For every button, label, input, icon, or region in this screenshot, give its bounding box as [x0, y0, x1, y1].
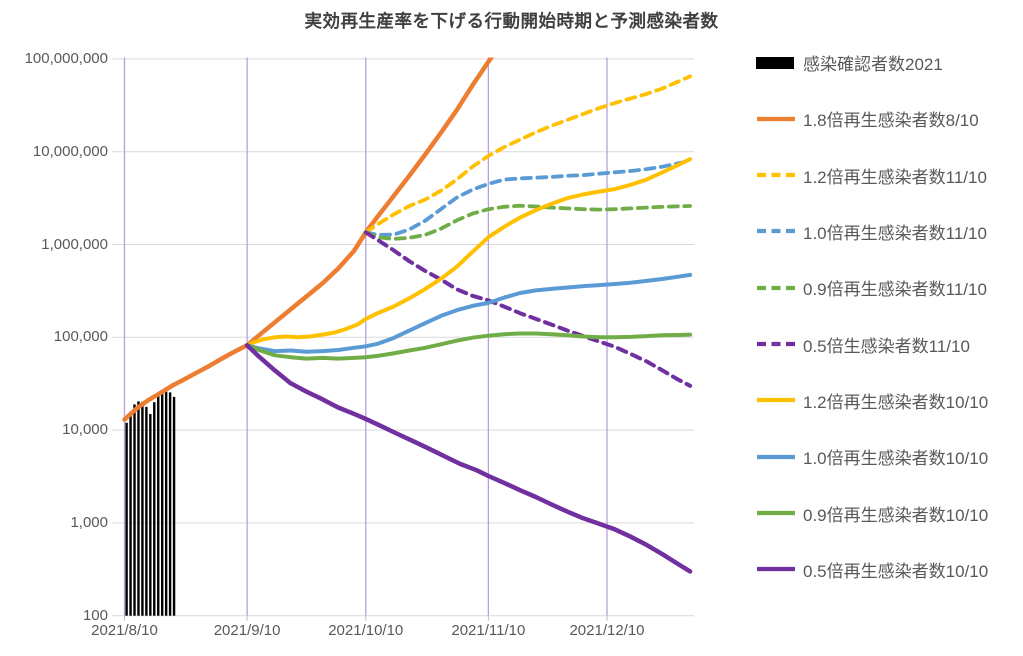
legend-dashed-line-swatch — [757, 342, 795, 347]
series-line-3 — [363, 203, 692, 241]
legend-label: 1.0倍再生感染者数10/10 — [803, 449, 989, 469]
series-line-1 — [363, 74, 692, 235]
legend-item-2: 1.2倍再生感染者数11/10 — [756, 163, 1020, 188]
line-series-group — [122, 57, 693, 574]
bar — [125, 422, 128, 616]
legend-dashed-line-swatch — [757, 229, 795, 234]
y-tick-label: 1,000,000 — [41, 235, 108, 253]
y-tick-label: 100,000 — [53, 328, 108, 346]
bar — [129, 411, 132, 616]
bar — [168, 392, 172, 616]
bar — [172, 396, 176, 616]
legend-item-5: 0.5倍生感染者数11/10 — [756, 332, 1020, 357]
series-line-7 — [245, 331, 693, 361]
legend-item-8: 0.9倍再生感染者数10/10 — [756, 501, 1020, 526]
legend-item-1: 1.8倍再生感染者数8/10 — [756, 106, 1020, 131]
legend-label: 1.8倍再生感染者数8/10 — [803, 111, 979, 131]
legend-label: 0.5倍生感染者数11/10 — [803, 336, 970, 356]
legend-item-9: 0.5倍再生感染者数10/10 — [756, 557, 1020, 582]
y-tick-label: 100 — [82, 606, 108, 624]
x-tick-label: 2021/9/10 — [213, 622, 281, 639]
legend-solid-line-swatch — [757, 116, 795, 121]
legend-dashed-line-swatch — [757, 285, 795, 290]
y-tick-label: 1,000 — [70, 513, 108, 531]
legend-label: 0.5倍再生感染者数10/10 — [803, 561, 989, 581]
x-tick-label: 2021/12/10 — [569, 622, 645, 639]
bar — [145, 406, 148, 616]
bar — [133, 404, 136, 616]
series-line-6 — [245, 272, 693, 354]
legend-label: 1.2倍再生感染者数11/10 — [803, 167, 987, 187]
legend-label: 1.2倍再生感染者数10/10 — [803, 392, 989, 412]
series-line-8 — [244, 343, 693, 574]
series-line-5 — [245, 157, 693, 348]
confirmed-cases-bars — [125, 391, 176, 616]
y-tick-label: 10,000 — [62, 421, 108, 439]
x-tick-label: 2021/10/10 — [328, 622, 404, 639]
legend: 感染確認者数2021 1.8倍再生感染者数8/10 1.2倍再生感染者数11/10 1… — [756, 50, 1020, 582]
legend-item-3: 1.0倍再生感染者数11/10 — [756, 219, 1020, 244]
bar — [164, 391, 168, 616]
legend-solid-line-swatch — [757, 454, 795, 459]
bar — [160, 392, 164, 616]
x-tick-label: 2021/8/10 — [91, 622, 158, 639]
legend-dashed-line-swatch — [757, 173, 795, 178]
legend-solid-line-swatch — [757, 567, 795, 572]
legend-solid-line-swatch — [757, 398, 795, 403]
legend-item-6: 1.2倍再生感染者数10/10 — [756, 388, 1020, 413]
y-tick-label: 100,000,000 — [24, 49, 108, 67]
legend-item-0: 感染確認者数2021 — [756, 50, 1020, 75]
bar — [137, 401, 140, 616]
legend-bar-swatch — [756, 56, 794, 69]
legend-solid-line-swatch — [757, 511, 795, 516]
legend-item-7: 1.0倍再生感染者数10/10 — [756, 444, 1020, 469]
x-tick-label: 2021/11/10 — [451, 622, 526, 639]
legend-item-4: 0.9倍再生感染者数11/10 — [756, 275, 1020, 300]
y-tick-label: 10,000,000 — [32, 142, 108, 160]
legend-label: 感染確認者数2021 — [803, 55, 943, 74]
bar — [157, 394, 160, 616]
chart-title: 実効再生産率を下げる行動開始時期と予測感染者数 — [304, 11, 719, 31]
bar — [153, 402, 156, 616]
bar — [149, 414, 152, 616]
series-line-0 — [122, 57, 495, 422]
series-line-4 — [363, 230, 693, 388]
legend-label: 0.9倍再生感染者数11/10 — [803, 280, 987, 300]
bar — [141, 401, 144, 616]
legend-label: 0.9倍再生感染者数10/10 — [803, 505, 989, 525]
legend-label: 1.0倍再生感染者数11/10 — [803, 223, 987, 243]
series-line-2 — [363, 158, 692, 237]
